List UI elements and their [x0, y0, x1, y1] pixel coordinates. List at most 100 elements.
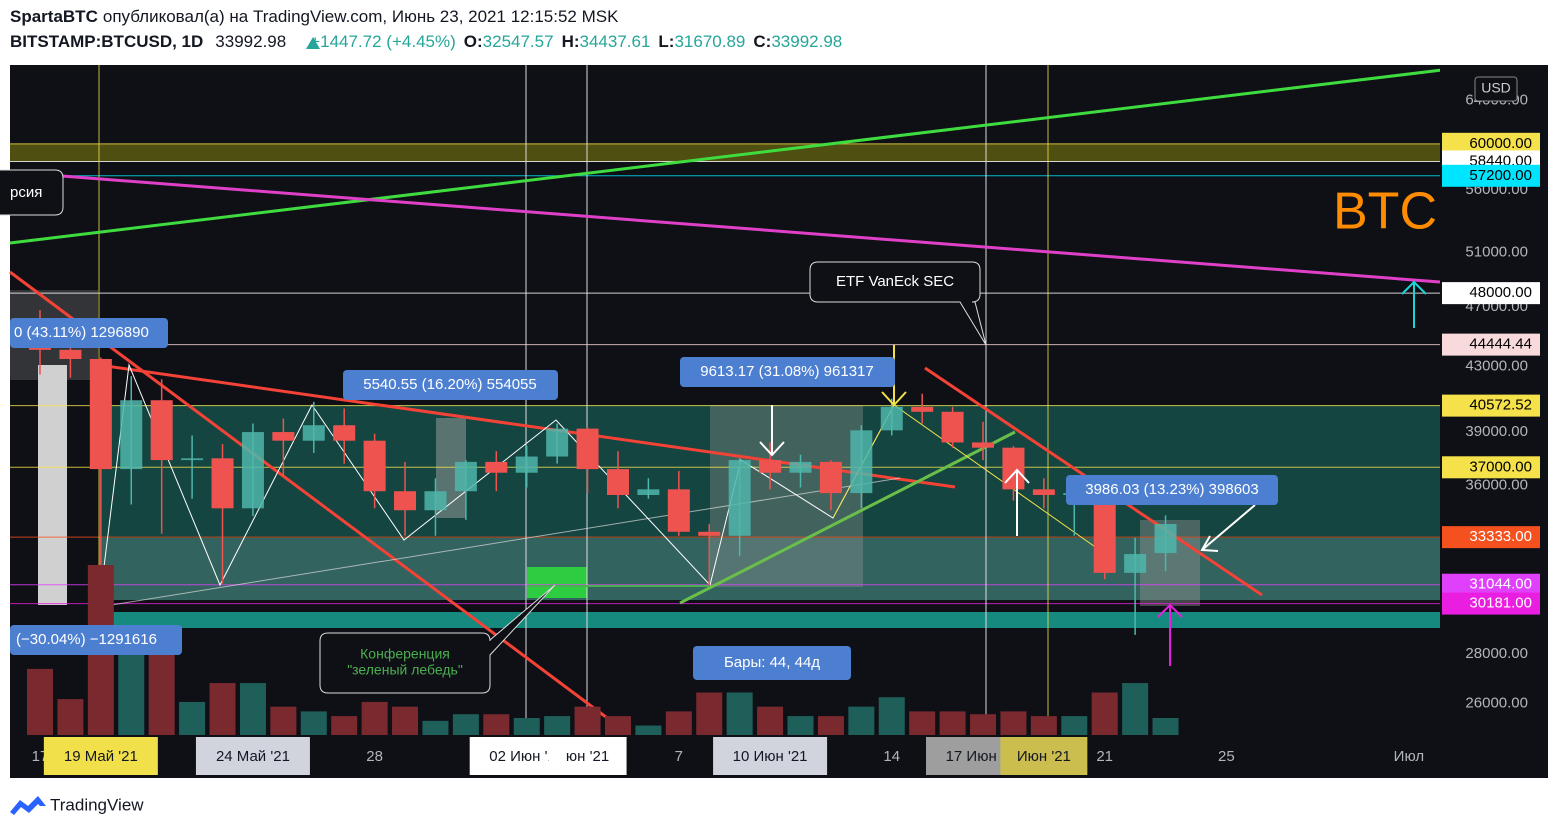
label: BTC	[1333, 183, 1437, 241]
candle-body	[728, 460, 751, 536]
arrow-head	[1157, 603, 1183, 618]
volume-bar	[665, 711, 692, 735]
measure-box	[680, 357, 895, 387]
arrows	[759, 405, 1256, 552]
zone	[99, 538, 1440, 600]
y-tick-label: 43000.00	[1465, 358, 1528, 375]
candle-body	[59, 349, 82, 359]
candle-body	[1032, 489, 1055, 495]
event-box	[527, 567, 587, 598]
x-tick-highlight	[43, 737, 158, 775]
candle-body	[515, 456, 538, 473]
measure-text: (−30.04%) −1291616	[16, 631, 157, 648]
x-tick-label: 21	[1096, 748, 1113, 765]
candle-body	[211, 458, 234, 509]
volume-bar	[544, 716, 571, 735]
x-tick-label: юн '21	[566, 748, 609, 765]
measure-box	[1066, 475, 1278, 505]
trend-line	[9, 68, 1443, 245]
volume-bar	[878, 697, 905, 735]
price-label-bg	[1442, 573, 1540, 596]
candle-body	[1093, 493, 1116, 573]
l-label: L:	[658, 32, 674, 51]
volume-bar	[574, 706, 601, 735]
volume-bar	[939, 711, 966, 735]
volume-bar	[483, 714, 510, 735]
price-label-bg	[1442, 592, 1540, 615]
volume-bar	[513, 718, 540, 735]
candle-body	[972, 442, 995, 448]
volume-bar	[331, 716, 358, 735]
c-label: C:	[753, 32, 771, 51]
x-tick-label: 28	[366, 748, 383, 765]
author: SpartaBTC	[10, 7, 98, 26]
candle-body	[485, 461, 508, 473]
volume-bar	[1091, 692, 1118, 735]
volume-bar	[239, 683, 266, 735]
low: 31670.89	[674, 32, 745, 51]
x-tick-label: 14	[883, 748, 900, 765]
y-tick-label: 36000.00	[1465, 477, 1528, 494]
header-line: SpartaBTC опубликовал(а) на TradingView.c…	[10, 7, 619, 26]
volume	[27, 565, 1179, 735]
price-band	[10, 143, 1440, 162]
volume-bar	[1061, 716, 1088, 735]
trend-line	[679, 430, 1016, 605]
x-tick-highlight	[1000, 737, 1088, 775]
x-tick-label: 19 Май '21	[64, 748, 138, 765]
x-tick-highlight	[548, 737, 627, 775]
volume-bar	[422, 720, 449, 735]
callout	[319, 584, 556, 694]
price-label-bg	[1442, 526, 1540, 549]
price-label: 57200.00	[1469, 167, 1532, 184]
volume-bar	[1152, 718, 1179, 735]
x-tick-label: Июл	[1394, 748, 1424, 765]
zone	[99, 612, 1440, 628]
y-tick-label: 39000.00	[1465, 423, 1528, 440]
candle-body	[89, 358, 112, 470]
measure-text: Бары: 44, 44д	[724, 654, 820, 671]
volume-bar	[909, 711, 936, 735]
published: опубликовал(а) на TradingView.com, Июнь …	[103, 7, 619, 26]
volume-bar	[392, 706, 419, 735]
volume-bar	[635, 725, 662, 735]
candle-body	[272, 432, 295, 441]
x-tick-label: 24 Май '21	[216, 748, 290, 765]
high: 34437.61	[580, 32, 651, 51]
volume-bar	[604, 716, 631, 735]
trend-line	[9, 270, 631, 737]
annotations: рсия ETF VanEck SEC BTC Конференция "зел…	[0, 169, 1437, 694]
up-arrow-icon	[306, 37, 320, 49]
price-label: 60000.00	[1469, 135, 1532, 152]
volume-bar	[300, 711, 327, 735]
candle-body	[394, 491, 417, 511]
volume-bar	[1000, 711, 1027, 735]
volume-bar	[118, 640, 145, 735]
candle-body	[1124, 554, 1147, 573]
candle-body	[424, 491, 447, 511]
x-tick-label: Июн '21	[1017, 748, 1071, 765]
candle-body	[120, 400, 143, 470]
volume-bar	[848, 706, 875, 735]
candle-body	[333, 425, 356, 441]
price-label-bg	[1442, 132, 1540, 155]
arrow-head	[1004, 468, 1030, 484]
h-label: H:	[562, 32, 580, 51]
price-label: 30181.00	[1469, 595, 1532, 612]
candle-body	[941, 411, 964, 443]
volume-bar	[209, 683, 236, 735]
measure-box	[10, 625, 182, 655]
o-label: O:	[464, 32, 483, 51]
candle-body	[880, 406, 903, 431]
callout-text: Конференция	[360, 646, 450, 662]
price-label-bg	[1442, 282, 1540, 305]
price-label: 40572.52	[1469, 397, 1532, 414]
measure-box	[693, 646, 851, 680]
candle-body	[667, 489, 690, 532]
x-tick-highlight	[713, 737, 828, 775]
volume-bar	[757, 706, 784, 735]
candle-body	[363, 440, 386, 492]
x-tick-highlight	[195, 737, 310, 775]
x-tick-label: 25	[1218, 748, 1235, 765]
volume-bar	[696, 692, 723, 735]
